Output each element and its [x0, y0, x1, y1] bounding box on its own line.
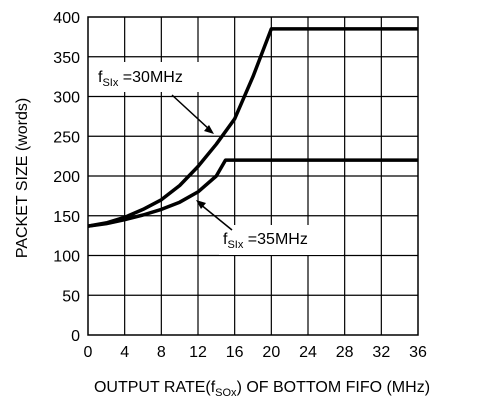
y-tick-labels: 0 50 100 150 200 250 300 350 400 [53, 10, 80, 345]
x-tick-label: 24 [299, 344, 317, 361]
x-tick-label: 20 [262, 344, 280, 361]
x-tick-label: 12 [189, 344, 207, 361]
y-tick-label: 300 [53, 90, 80, 107]
plot-frame [87, 16, 419, 336]
annotation-30mhz-arrowhead [204, 125, 214, 134]
x-tick-label: 0 [84, 344, 93, 361]
x-tick-labels: 0 4 8 12 16 20 24 28 32 36 [84, 344, 427, 361]
x-tick-label: 4 [120, 344, 129, 361]
annotation-30mhz: fSIx =30MHz [94, 62, 218, 134]
annotation-35mhz-arrowhead [196, 200, 206, 209]
y-tick-label: 150 [53, 209, 80, 226]
y-tick-label: 350 [53, 50, 80, 67]
x-tick-label: 32 [372, 344, 390, 361]
annotation-30mhz-arrow [171, 94, 211, 131]
x-axis-title: OUTPUT RATE(fSOx) OF BOTTOM FIFO (MHz) [94, 379, 430, 399]
y-tick-label: 100 [53, 249, 80, 266]
y-tick-label: 0 [71, 328, 80, 345]
y-axis-title: PACKET SIZE (words) [14, 98, 31, 258]
x-tick-label: 8 [157, 344, 166, 361]
series-line-1 [87, 158, 418, 228]
annotation-35mhz-label: fSIx =35MHz [223, 231, 308, 251]
y-tick-label: 50 [62, 288, 80, 305]
series-layer [87, 27, 418, 228]
y-tick-label: 400 [53, 10, 80, 27]
y-tick-label: 200 [53, 169, 80, 186]
x-tick-label: 36 [409, 344, 427, 361]
annotation-35mhz: fSIx =35MHz [196, 200, 343, 255]
annotation-30mhz-label: fSIx =30MHz [98, 69, 183, 89]
x-tick-label: 28 [336, 344, 354, 361]
x-tick-label: 16 [226, 344, 244, 361]
series-line-0 [87, 27, 418, 228]
y-tick-label: 250 [53, 129, 80, 146]
annotation-35mhz-arrow [199, 203, 233, 231]
